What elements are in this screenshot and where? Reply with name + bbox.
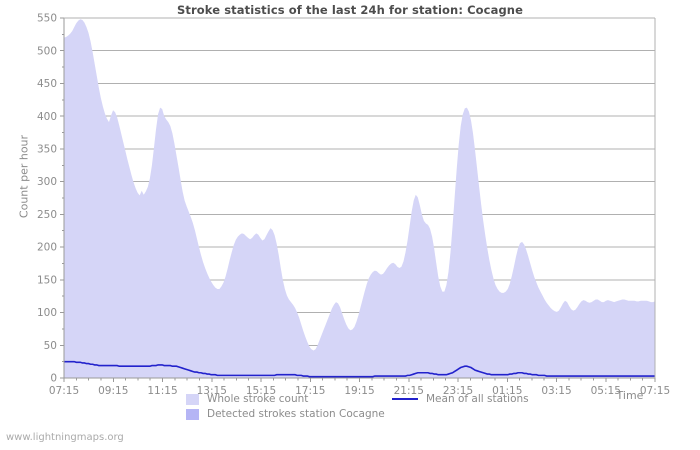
y-tick-label: 300 [37, 176, 57, 188]
legend-swatch-detected-strokes [186, 408, 199, 420]
x-tick-label: 07:15 [640, 385, 670, 397]
x-tick-label: 01:15 [492, 385, 522, 397]
chart-legend: Whole stroke count Detected strokes stat… [186, 392, 656, 422]
x-tick-label: 05:15 [591, 385, 621, 397]
y-tick-label: 400 [37, 111, 57, 123]
legend-swatch-whole-stroke-count [186, 393, 199, 405]
series-whole-stroke-count [64, 19, 655, 379]
legend-label-mean-of-all-stations: Mean of all stations [426, 393, 529, 405]
x-axis-title: Time [616, 389, 644, 402]
y-tick-label: 450 [37, 78, 57, 90]
y-tick-label: 200 [37, 242, 57, 254]
chart-title: Stroke statistics of the last 24h for st… [177, 3, 523, 17]
y-tick-label: 550 [37, 13, 57, 25]
y-tick-label: 150 [37, 274, 57, 286]
legend-label-whole-stroke-count: Whole stroke count [207, 393, 309, 405]
x-tick-label: 03:15 [541, 385, 571, 397]
legend-item-whole-stroke-count: Whole stroke count [186, 392, 308, 406]
x-tick-label: 17:15 [295, 385, 325, 397]
y-tick-label: 500 [37, 45, 57, 57]
legend-item-detected-strokes: Detected strokes station Cocagne [186, 407, 385, 421]
series-mean-of-all-stations [64, 360, 655, 378]
legend-label-detected-strokes: Detected strokes station Cocagne [207, 408, 385, 420]
y-tick-label: 250 [37, 209, 57, 221]
y-tick-label: 0 [50, 373, 57, 385]
x-tick-label: 15:15 [246, 385, 276, 397]
y-tick-label: 100 [37, 307, 57, 319]
watermark: www.lightningmaps.org [6, 432, 124, 443]
x-tick-label: 07:15 [49, 385, 79, 397]
legend-item-mean-of-all-stations: Mean of all stations [392, 392, 529, 406]
x-tick-label: 11:15 [147, 385, 177, 397]
x-tick-label: 21:15 [394, 385, 424, 397]
legend-line-mean-of-all-stations [392, 398, 418, 400]
x-tick-label: 09:15 [98, 385, 128, 397]
x-tick-label: 13:15 [197, 385, 227, 397]
y-tick-label: 350 [37, 144, 57, 156]
x-tick-label: 19:15 [344, 385, 374, 397]
x-tick-label: 23:15 [443, 385, 473, 397]
y-tick-label: 50 [44, 340, 57, 352]
